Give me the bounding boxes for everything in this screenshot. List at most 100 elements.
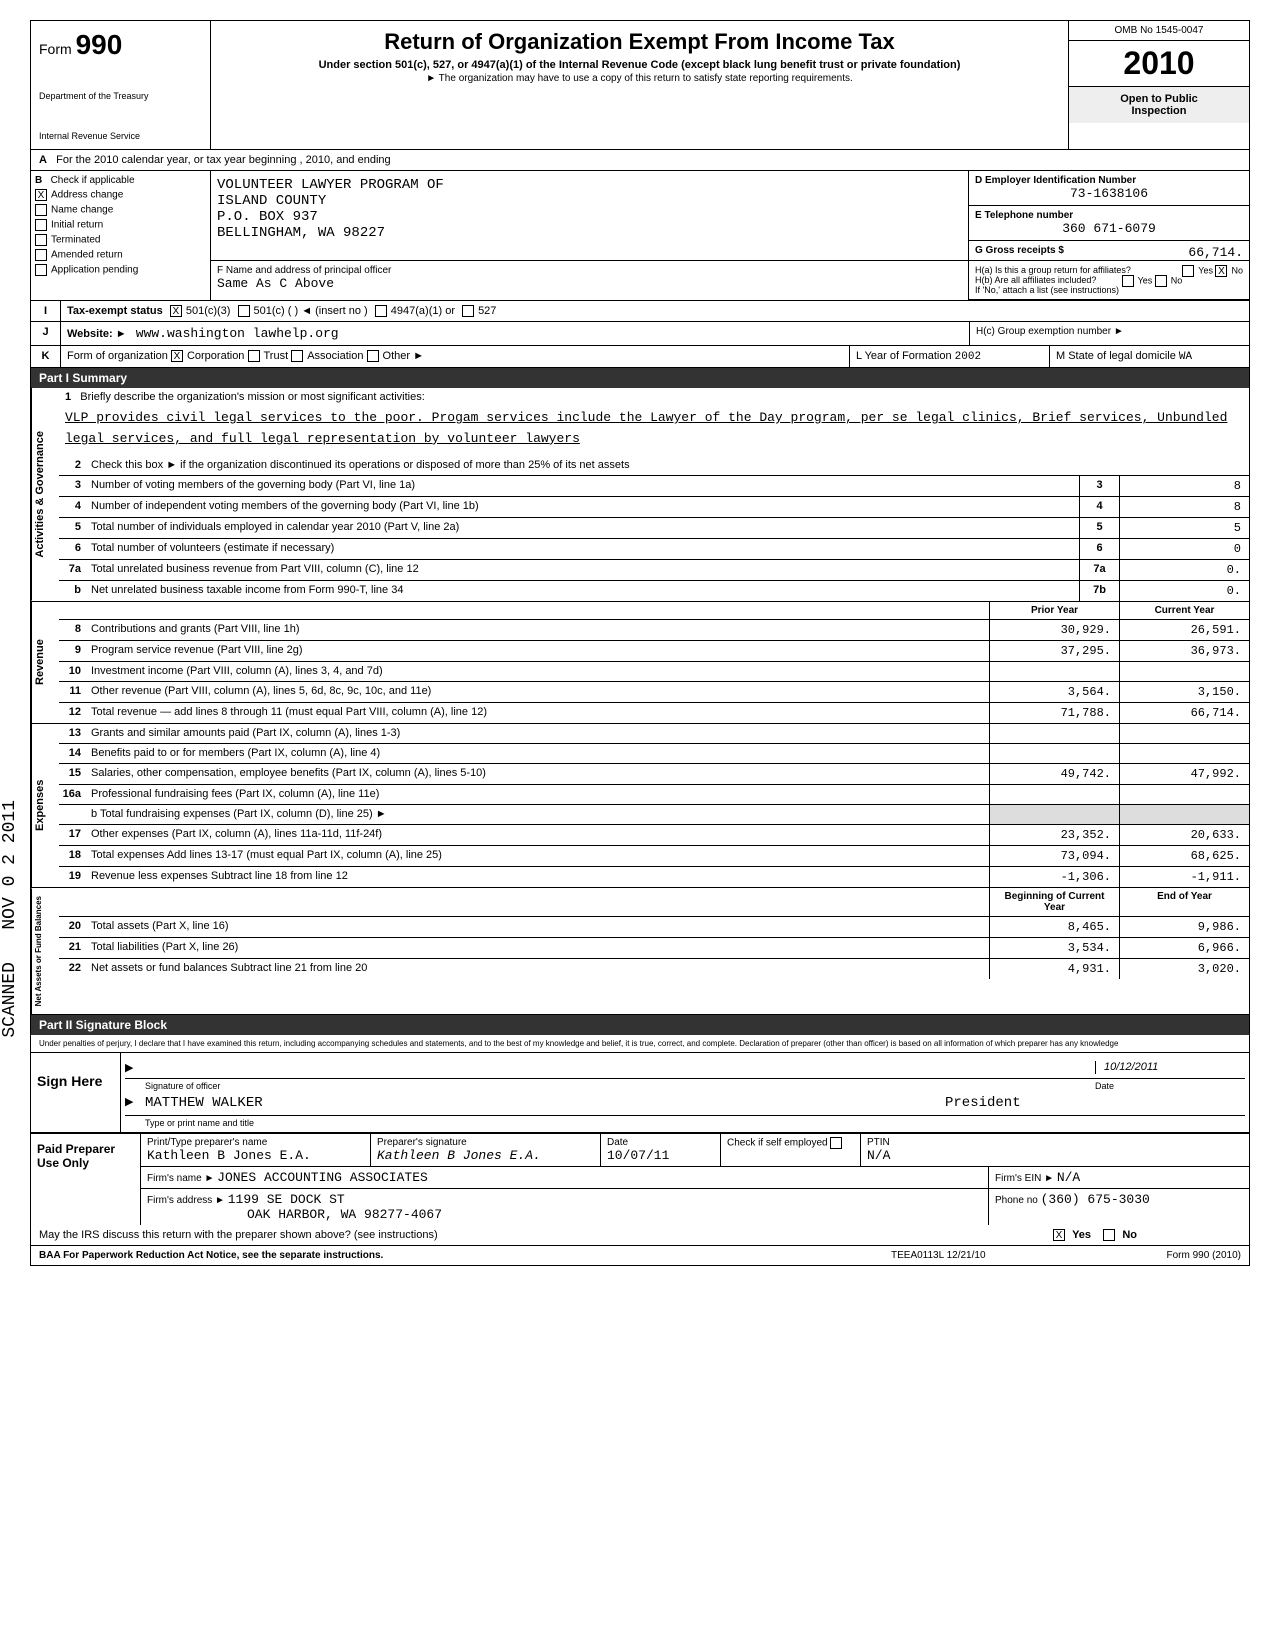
- line1-label: Briefly describe the organization's miss…: [80, 391, 424, 403]
- mission-text: VLP provides civil legal services to the…: [59, 406, 1249, 456]
- year-formation: 2002: [955, 351, 981, 363]
- discuss-no-box[interactable]: [1103, 1229, 1115, 1241]
- line-text: Investment income (Part VIII, column (A)…: [87, 662, 989, 681]
- row-a: A For the 2010 calendar year, or tax yea…: [31, 150, 1249, 171]
- 501c3-box[interactable]: X: [170, 305, 182, 317]
- line6-box: 6: [1079, 539, 1119, 559]
- line-num: 19: [59, 867, 87, 887]
- line-num: 17: [59, 825, 87, 845]
- other: Other ►: [383, 350, 424, 362]
- governance-label: Activities & Governance: [31, 388, 59, 601]
- line-current: [1119, 662, 1249, 681]
- summary-line: 8Contributions and grants (Part VIII, li…: [59, 620, 1249, 641]
- 501c-box[interactable]: [238, 305, 250, 317]
- officer-signature[interactable]: [145, 1061, 1095, 1074]
- line-current: 36,973.: [1119, 641, 1249, 661]
- line-text: Contributions and grants (Part VIII, lin…: [87, 620, 989, 640]
- ein-label: D Employer Identification Number: [975, 175, 1243, 186]
- end-year-header: End of Year: [1119, 888, 1249, 916]
- 501c: 501(c) ( ) ◄ (insert no ): [254, 305, 368, 317]
- checkbox-application-pending[interactable]: [35, 264, 47, 276]
- line5-box: 5: [1079, 518, 1119, 538]
- checkbox-terminated[interactable]: [35, 234, 47, 246]
- check-3: Terminated: [51, 235, 100, 246]
- line-current: 66,714.: [1119, 703, 1249, 723]
- name-label: Type or print name and title: [125, 1118, 1245, 1128]
- line-prior: 23,352.: [989, 825, 1119, 845]
- discuss-text: May the IRS discuss this return with the…: [31, 1225, 1049, 1245]
- check-self-employed: Check if self employed: [727, 1138, 828, 1149]
- 4947: 4947(a)(1) or: [391, 305, 455, 317]
- checkbox-address-change[interactable]: X: [35, 189, 47, 201]
- header-center: Return of Organization Exempt From Incom…: [211, 21, 1069, 149]
- line-current: [1119, 744, 1249, 763]
- part1-header: Part I Summary: [31, 368, 1249, 388]
- officer-label: F Name and address of principal officer: [217, 265, 962, 276]
- line-num: 22: [59, 959, 87, 979]
- line-text: Salaries, other compensation, employee b…: [87, 764, 989, 784]
- line-num: 20: [59, 917, 87, 937]
- row-k: K Form of organization XCorporation Trus…: [31, 346, 1249, 368]
- line-prior: 30,929.: [989, 620, 1119, 640]
- assoc-box[interactable]: [291, 350, 303, 362]
- checkbox-name-change[interactable]: [35, 204, 47, 216]
- summary-line: 20Total assets (Part X, line 16)8,465.9,…: [59, 917, 1249, 938]
- sign-here-section: Sign Here ▶ 10/12/2011 Signature of offi…: [31, 1053, 1249, 1133]
- summary-line: 14Benefits paid to or for members (Part …: [59, 744, 1249, 764]
- scanned-date: NOV 0 2 2011: [0, 800, 20, 930]
- summary-line: 10Investment income (Part VIII, column (…: [59, 662, 1249, 682]
- line-text: Total revenue — add lines 8 through 11 (…: [87, 703, 989, 723]
- trust-box[interactable]: [248, 350, 260, 362]
- line-prior: 3,534.: [989, 938, 1119, 958]
- hb-yes-box[interactable]: [1122, 275, 1134, 287]
- discuss-no: No: [1122, 1229, 1137, 1241]
- line4-val: 8: [1119, 497, 1249, 517]
- discuss-yes-box[interactable]: X: [1053, 1229, 1065, 1241]
- ha-no-box[interactable]: X: [1215, 265, 1227, 277]
- line7a-box: 7a: [1079, 560, 1119, 580]
- phone-value: 360 671-6079: [975, 221, 1243, 236]
- self-employed-box[interactable]: [830, 1137, 842, 1149]
- row-i-label: I: [31, 301, 61, 321]
- col-c: VOLUNTEER LAWYER PROGRAM OF ISLAND COUNT…: [211, 171, 969, 300]
- firm-phone: (360) 675-3030: [1041, 1192, 1150, 1207]
- phone-label: E Telephone number: [975, 210, 1243, 221]
- year-formation-label: L Year of Formation: [856, 350, 952, 362]
- sign-here-label: Sign Here: [31, 1053, 121, 1132]
- line-prior: 49,742.: [989, 764, 1119, 784]
- line-current: 3,020.: [1119, 959, 1249, 979]
- checkbox-initial-return[interactable]: [35, 219, 47, 231]
- 4947-box[interactable]: [375, 305, 387, 317]
- form-label: Form: [39, 41, 72, 57]
- line16b-text: b Total fundraising expenses (Part IX, c…: [87, 805, 989, 824]
- penalty-text: Under penalties of perjury, I declare th…: [31, 1035, 1249, 1053]
- line-text: Grants and similar amounts paid (Part IX…: [87, 724, 989, 743]
- hb-note: If 'No,' attach a list (see instructions…: [975, 285, 1119, 295]
- line-num: 18: [59, 846, 87, 866]
- governance-section: Activities & Governance 1 Briefly descri…: [31, 388, 1249, 602]
- line-current: [1119, 785, 1249, 804]
- checkbox-amended[interactable]: [35, 249, 47, 261]
- line-num: 9: [59, 641, 87, 661]
- form-990: Form 990 Department of the Treasury Inte…: [30, 20, 1250, 1266]
- 527-box[interactable]: [462, 305, 474, 317]
- line-text: Total liabilities (Part X, line 26): [87, 938, 989, 958]
- line-text: Net assets or fund balances Subtract lin…: [87, 959, 989, 979]
- col-d: D Employer Identification Number 73-1638…: [969, 171, 1249, 300]
- corp-box[interactable]: X: [171, 350, 183, 362]
- hb-no-box[interactable]: [1155, 275, 1167, 287]
- expenses-label: Expenses: [31, 724, 59, 887]
- other-box[interactable]: [367, 350, 379, 362]
- sig-date: 10/12/2011: [1095, 1061, 1245, 1074]
- firm-name: JONES ACCOUNTING ASSOCIATES: [217, 1170, 428, 1185]
- summary-line: 19Revenue less expenses Subtract line 18…: [59, 867, 1249, 887]
- form-number: 990: [76, 29, 123, 60]
- gross-value: 66,714.: [1188, 245, 1243, 260]
- ha-yes-box[interactable]: [1182, 265, 1194, 277]
- tax-status-label: Tax-exempt status: [67, 305, 163, 317]
- header-note: ► The organization may have to use a cop…: [219, 73, 1060, 84]
- ptin-label: PTIN: [867, 1137, 1243, 1148]
- line-prior: 37,295.: [989, 641, 1119, 661]
- check-0: Address change: [51, 190, 123, 201]
- website-label: Website: ►: [67, 328, 127, 340]
